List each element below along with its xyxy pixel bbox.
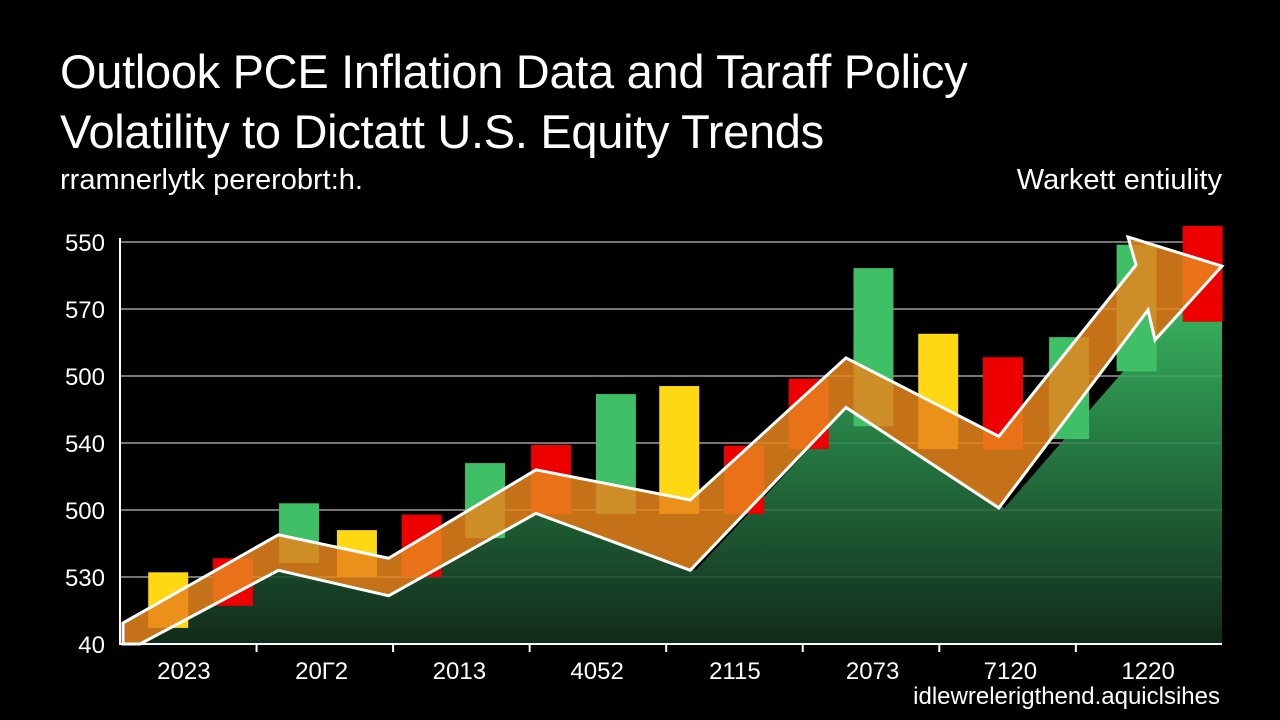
chart-title-line-2: Volatility to Dictatt U.S. Equity Trends <box>60 105 824 158</box>
x-tick-label: 1220 <box>1121 658 1174 685</box>
axes <box>119 238 1222 652</box>
y-tick-label: 530 <box>65 565 105 592</box>
chart-footer: idlewrelerigthend.aquiclsihes <box>913 683 1220 710</box>
x-tick-label: 2013 <box>433 658 486 685</box>
x-tick-label: 2073 <box>846 658 899 685</box>
band-layer <box>121 234 1225 646</box>
y-axis-labels: 550 570 500 540 500 530 40 <box>65 230 105 659</box>
y-tick-label: 500 <box>65 364 105 391</box>
y-tick-label: 40 <box>78 632 105 659</box>
x-axis-labels: 2023 20Г2 2013 4052 2115 2073 7120 1220 <box>157 658 1175 685</box>
legend-label: Warkett entiulity <box>1016 164 1222 196</box>
y-tick-label: 500 <box>65 498 105 525</box>
x-tick-label: 4052 <box>570 658 623 685</box>
y-tick-label: 540 <box>65 431 105 458</box>
chart-title: Outlook PCE Inflation Data and Taraff Po… <box>60 42 968 162</box>
y-tick-label: 550 <box>65 230 105 257</box>
x-tick-label: 20Г2 <box>295 658 348 685</box>
x-tick-label: 2023 <box>157 658 210 685</box>
chart-title-line-1: Outlook PCE Inflation Data and Taraff Po… <box>60 45 968 98</box>
area-fill <box>140 272 1223 644</box>
x-tick-label: 2115 <box>709 658 761 685</box>
chart-subtitle: rramnerlytk pererobrt:h. <box>60 164 363 196</box>
y-tick-label: 570 <box>65 297 105 324</box>
trend-arrow <box>121 234 1225 646</box>
bar-yellow <box>659 386 700 515</box>
x-tick-label: 7120 <box>984 658 1037 685</box>
